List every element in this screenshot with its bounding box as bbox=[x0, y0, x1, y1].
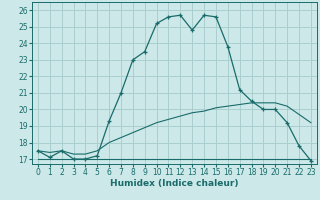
X-axis label: Humidex (Indice chaleur): Humidex (Indice chaleur) bbox=[110, 179, 239, 188]
